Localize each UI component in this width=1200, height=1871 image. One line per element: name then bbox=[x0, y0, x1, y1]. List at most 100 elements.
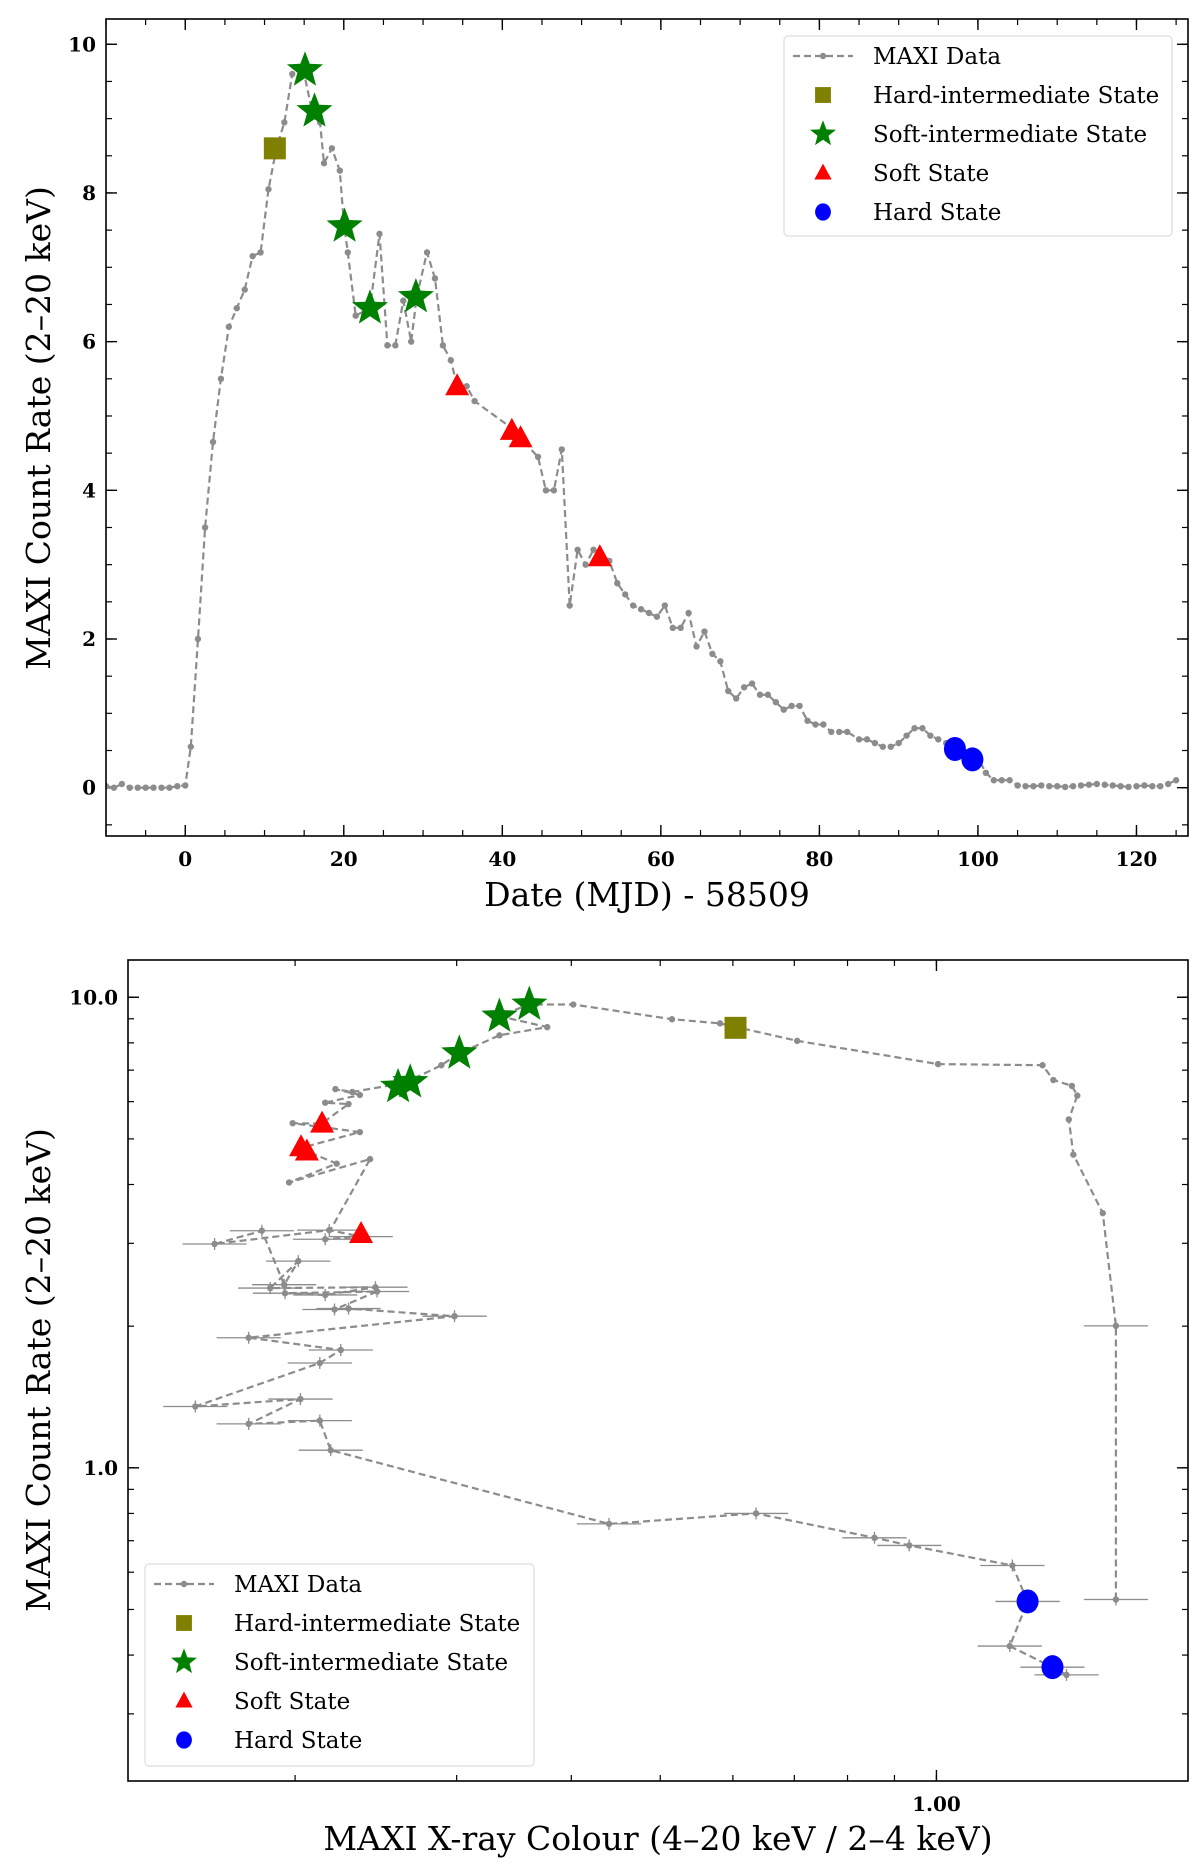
circle-marker bbox=[961, 747, 984, 772]
data-point bbox=[542, 487, 550, 494]
data-point bbox=[622, 591, 629, 598]
legend: MAXI Data Hard-intermediate State Soft-int… bbox=[783, 35, 1173, 237]
data-point bbox=[911, 725, 918, 732]
data-point bbox=[935, 736, 942, 743]
data-point bbox=[327, 1447, 334, 1454]
y-tick-label: 6 bbox=[82, 330, 96, 354]
data-point bbox=[1038, 782, 1045, 789]
x-axis-label: MAXI X-ray Colour (4–20 keV / 2–4 keV) bbox=[323, 1819, 992, 1858]
legend-label: Soft State bbox=[873, 161, 989, 187]
y-tick-label: 0 bbox=[82, 776, 96, 800]
data-point bbox=[447, 357, 455, 364]
axes-frame bbox=[105, 18, 1189, 837]
data-point bbox=[756, 691, 764, 698]
data-point bbox=[384, 342, 391, 349]
legend-label: Hard State bbox=[873, 200, 1001, 226]
data-point bbox=[496, 1032, 503, 1039]
data-point bbox=[333, 1160, 340, 1167]
legend-label: MAXI Data bbox=[873, 44, 1001, 70]
y-tick-label: 8 bbox=[82, 181, 96, 205]
data-series-line bbox=[106, 72, 1177, 789]
data-point bbox=[1022, 782, 1029, 790]
data-point bbox=[895, 739, 902, 747]
x-tick-label: 20 bbox=[330, 847, 358, 871]
data-point bbox=[934, 1060, 942, 1068]
data-point bbox=[281, 119, 288, 126]
triangle-marker bbox=[294, 1138, 319, 1161]
star-marker bbox=[351, 289, 388, 324]
data-point bbox=[732, 695, 740, 702]
data-point bbox=[570, 1001, 577, 1008]
data-point bbox=[1149, 782, 1156, 790]
data-point bbox=[871, 739, 879, 747]
data-point bbox=[709, 650, 716, 658]
star-marker bbox=[511, 985, 548, 1020]
data-point bbox=[1157, 782, 1164, 790]
data-point bbox=[118, 780, 126, 788]
data-point bbox=[471, 397, 478, 405]
triangle-marker bbox=[310, 1110, 335, 1133]
data-point bbox=[1117, 782, 1124, 790]
y-tick-label: 1.0 bbox=[83, 1456, 118, 1480]
legend-dot-icon bbox=[180, 1580, 188, 1588]
data-point bbox=[326, 1226, 333, 1234]
star-marker bbox=[481, 997, 518, 1032]
data-point bbox=[345, 1305, 352, 1312]
data-point bbox=[431, 275, 439, 282]
data-point bbox=[1050, 1076, 1057, 1084]
data-point bbox=[998, 777, 1005, 784]
data-point bbox=[332, 1085, 339, 1093]
data-point bbox=[211, 1240, 218, 1248]
data-point bbox=[582, 561, 589, 568]
data-point bbox=[717, 658, 724, 665]
legend-circle-icon bbox=[815, 203, 831, 221]
data-point bbox=[1030, 782, 1037, 790]
data-point bbox=[281, 1290, 289, 1297]
data-point bbox=[1069, 782, 1077, 790]
data-point bbox=[356, 1091, 364, 1099]
data-point bbox=[297, 1395, 304, 1403]
data-point bbox=[1141, 782, 1148, 789]
data-point bbox=[1109, 782, 1116, 789]
data-point bbox=[192, 1403, 199, 1410]
data-point bbox=[331, 1306, 338, 1313]
data-point bbox=[748, 680, 756, 687]
data-point bbox=[543, 1023, 551, 1031]
data-point bbox=[1077, 782, 1085, 789]
data-point bbox=[366, 1155, 374, 1163]
data-point bbox=[1085, 781, 1093, 788]
data-point bbox=[373, 1288, 381, 1295]
star-marker bbox=[397, 278, 434, 313]
chart-panel-1: 0 20 40 60 80 100 120 0 2 4 6 8 10 Date (MJD) - 58509… bbox=[19, 18, 1189, 914]
circle-marker bbox=[1016, 1589, 1039, 1614]
data-point bbox=[669, 624, 676, 632]
data-point bbox=[194, 635, 202, 643]
data-point bbox=[451, 1312, 458, 1320]
data-point bbox=[352, 312, 359, 319]
data-point bbox=[392, 342, 399, 349]
x-axis-label: Date (MJD) - 58509 bbox=[484, 875, 810, 914]
data-point bbox=[134, 784, 141, 791]
data-point bbox=[740, 684, 748, 691]
data-point bbox=[1112, 1322, 1120, 1330]
data-point bbox=[322, 1236, 329, 1243]
data-point bbox=[187, 743, 195, 750]
data-point bbox=[820, 721, 827, 728]
star-marker bbox=[286, 51, 323, 86]
data-point bbox=[126, 784, 133, 791]
data-point bbox=[1164, 780, 1172, 788]
data-point bbox=[879, 743, 887, 750]
legend-square-icon bbox=[176, 1615, 192, 1631]
data-point bbox=[653, 613, 661, 620]
star-marker bbox=[380, 1067, 417, 1103]
legend-star-icon bbox=[171, 1648, 197, 1674]
legend-circle-icon bbox=[176, 1731, 192, 1749]
triangle-marker bbox=[508, 425, 533, 448]
legend-label: Hard-intermediate State bbox=[234, 1611, 520, 1637]
data-point bbox=[328, 145, 336, 152]
data-point bbox=[336, 167, 344, 174]
legend-triangle-icon bbox=[175, 1691, 193, 1708]
data-point bbox=[1046, 782, 1053, 790]
legend-star-icon bbox=[810, 120, 836, 146]
data-point bbox=[142, 784, 149, 791]
